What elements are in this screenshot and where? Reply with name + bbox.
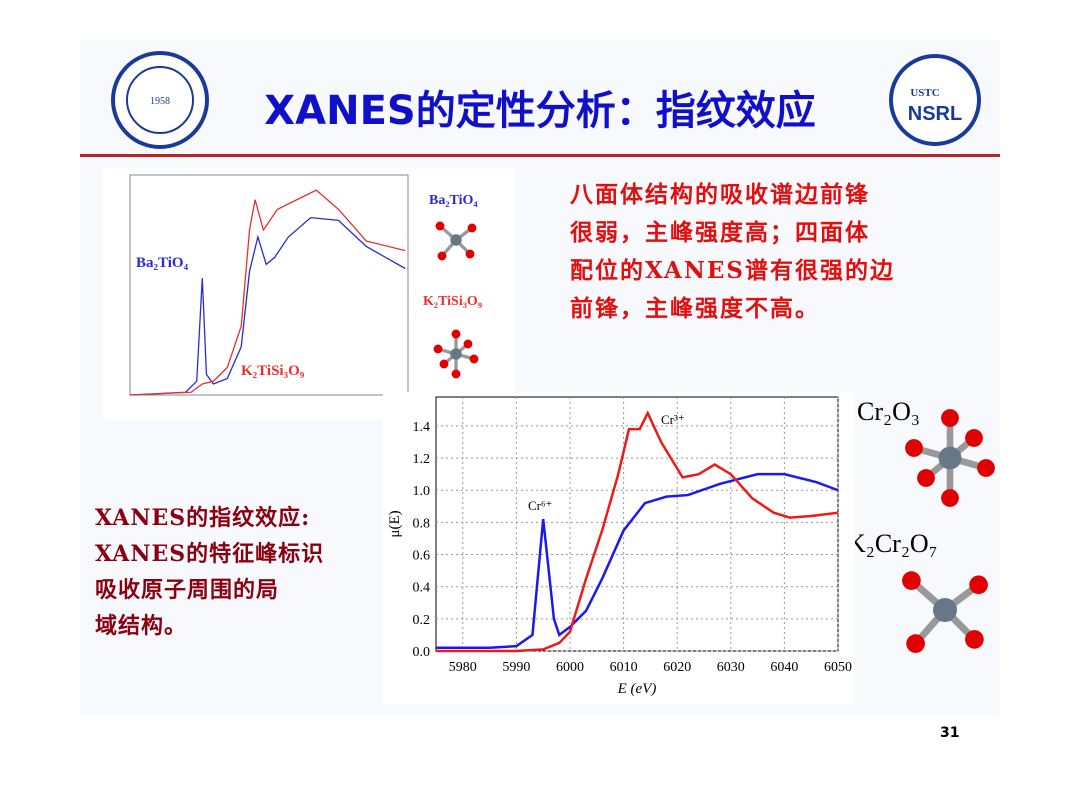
text-line: 吸收原子周围的局 bbox=[95, 577, 280, 603]
y-tick-label: 0.8 bbox=[413, 516, 431, 531]
y-tick-label: 0.6 bbox=[413, 549, 431, 564]
description: 八面体结构的吸收谱边前锋 很弱，主峰强度高；四面体 配位的XANES谱有很强的边… bbox=[570, 176, 960, 328]
atom bbox=[906, 634, 925, 653]
legend-label: K₂TiSi₃O₉ bbox=[423, 294, 482, 309]
text-line: XANES的特征峰标识 bbox=[95, 541, 325, 567]
atom bbox=[941, 409, 959, 427]
atom bbox=[941, 489, 959, 507]
atom bbox=[977, 459, 995, 477]
line-series bbox=[129, 216, 406, 396]
line-series bbox=[436, 472, 839, 650]
text-line: 很弱，主峰强度高；四面体 bbox=[570, 219, 870, 246]
text-line: 域结构。 bbox=[95, 613, 188, 639]
annotation: Cr⁶⁺ bbox=[528, 498, 552, 513]
x-tick-label: 6000 bbox=[556, 660, 584, 675]
atom bbox=[965, 429, 983, 447]
title: XANES的定性分析：指纹效应 bbox=[264, 88, 816, 134]
x-tick-label: 6050 bbox=[824, 660, 852, 675]
page-number: 31 bbox=[940, 725, 960, 741]
atom bbox=[450, 234, 462, 246]
atom bbox=[917, 469, 935, 487]
atom bbox=[938, 446, 962, 470]
atom bbox=[451, 329, 461, 339]
legend-label: Cr₂O₃ bbox=[857, 397, 920, 426]
left-text: XANES的指纹效应: XANES的特征峰标识 吸收原子周围的局 域结构。 bbox=[95, 500, 385, 644]
annotation: Cr³⁺ bbox=[661, 412, 685, 427]
x-tick-label: 5980 bbox=[449, 660, 477, 675]
text-line: 配位的XANES谱有很强的边 bbox=[570, 257, 896, 284]
chart-cr: 0.0 0.2 0.4 0.6 0.8 1.0 1.2 1.4 5980 5990 6000 6010… bbox=[383, 392, 855, 704]
atom bbox=[435, 221, 445, 231]
x-tick-label: 6040 bbox=[770, 660, 798, 675]
series-label: Ba₂TiO₄ bbox=[136, 255, 189, 271]
x-tick-label: 6020 bbox=[663, 660, 691, 675]
atom bbox=[933, 598, 957, 622]
x-axis-label: E (eV) bbox=[617, 681, 657, 697]
series-label: K₂TiSi₃O₉ bbox=[241, 363, 305, 379]
atom bbox=[450, 348, 462, 360]
legend-label: K₂Cr₂O₇ bbox=[855, 529, 938, 558]
y-tick-label: 1.0 bbox=[413, 484, 431, 499]
atom bbox=[469, 354, 479, 364]
atom bbox=[463, 339, 473, 349]
atom bbox=[439, 359, 449, 369]
logo-right bbox=[889, 54, 981, 146]
molecules: Cr₂O₃ K₂Cr₂O₇ bbox=[855, 397, 995, 653]
line-series bbox=[436, 410, 839, 653]
atom bbox=[969, 575, 988, 595]
plot-frame bbox=[129, 174, 409, 396]
y-tick-label: 0.0 bbox=[413, 645, 431, 660]
atom bbox=[433, 344, 443, 354]
chart-ti: Ba₂TiO₄ K₂TiSi₃O₉ Ba₂TiO₄ K₂TiSi₃O₉ bbox=[103, 168, 515, 420]
y-tick-label: 1.4 bbox=[413, 420, 431, 435]
text-line: 八面体结构的吸收谱边前锋 bbox=[570, 181, 870, 208]
x-tick-label: 5990 bbox=[502, 660, 530, 675]
y-tick-label: 0.4 bbox=[413, 581, 431, 596]
divider bbox=[80, 154, 1000, 157]
y-tick-label: 0.2 bbox=[413, 613, 431, 628]
atom bbox=[465, 249, 475, 259]
y-axis-label: μ(E) bbox=[387, 510, 403, 537]
plot-frame bbox=[435, 396, 839, 652]
y-tick-label: 1.2 bbox=[413, 452, 431, 467]
text-line: 前锋，主峰强度不高。 bbox=[570, 295, 820, 322]
legend-label: Ba₂TiO₄ bbox=[429, 193, 478, 208]
line-series bbox=[129, 189, 406, 396]
atom bbox=[905, 439, 923, 457]
text-line: XANES的指纹效应: bbox=[95, 505, 311, 531]
x-tick-label: 6010 bbox=[610, 660, 638, 675]
logo-text: NSRL bbox=[908, 103, 962, 125]
atom bbox=[437, 251, 447, 261]
atom bbox=[965, 630, 984, 649]
logo-text: USTC bbox=[910, 87, 939, 99]
atom bbox=[902, 571, 921, 590]
atom bbox=[451, 369, 461, 379]
atom bbox=[467, 223, 477, 233]
logo-year: 1958 bbox=[150, 96, 170, 107]
x-tick-label: 6030 bbox=[717, 660, 745, 675]
